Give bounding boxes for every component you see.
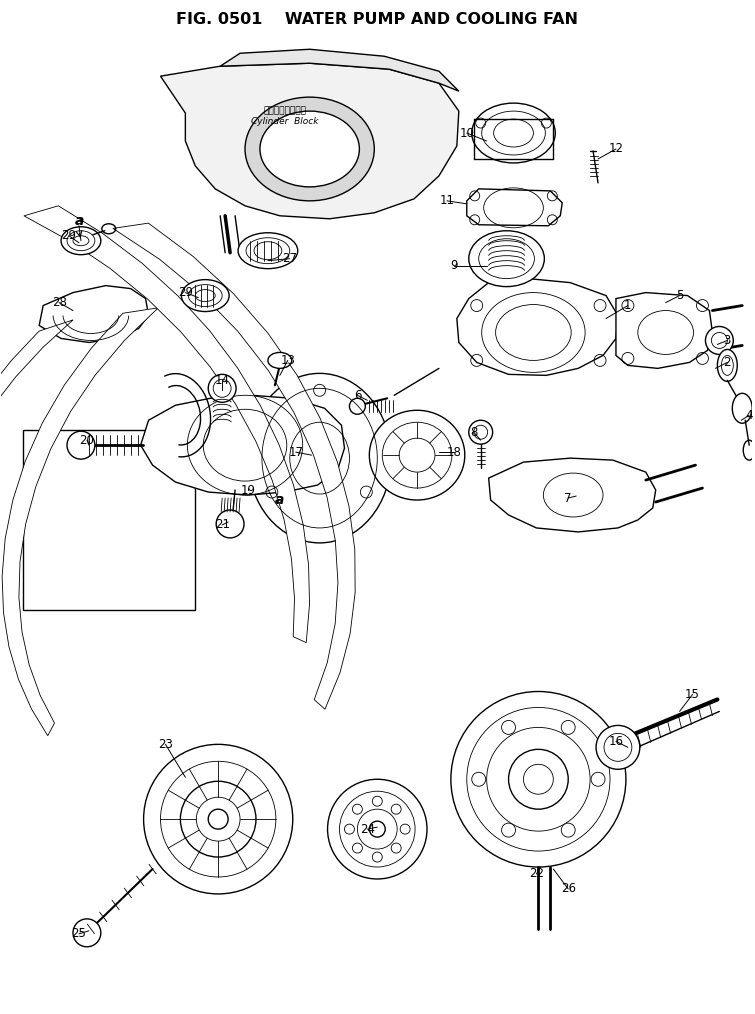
Text: FIG. 0501    WATER PUMP AND COOLING FAN: FIG. 0501 WATER PUMP AND COOLING FAN [176, 12, 578, 26]
Circle shape [451, 692, 626, 867]
Text: 14: 14 [214, 374, 230, 387]
Polygon shape [161, 63, 459, 219]
Circle shape [472, 773, 485, 786]
Ellipse shape [472, 103, 555, 163]
Text: 12: 12 [609, 143, 624, 155]
Polygon shape [24, 206, 310, 643]
Text: 13: 13 [280, 354, 295, 367]
Polygon shape [467, 189, 562, 226]
Text: 6: 6 [353, 388, 361, 402]
Ellipse shape [469, 231, 544, 287]
Ellipse shape [268, 353, 291, 368]
Text: 28: 28 [51, 296, 66, 309]
Text: 26: 26 [561, 882, 576, 895]
Text: 19: 19 [241, 484, 255, 497]
Text: 7: 7 [565, 492, 572, 505]
Ellipse shape [245, 97, 374, 201]
Circle shape [400, 824, 410, 835]
Ellipse shape [717, 350, 738, 381]
Text: 25: 25 [72, 928, 86, 940]
Ellipse shape [61, 227, 101, 255]
Text: 1: 1 [624, 299, 632, 312]
Polygon shape [457, 279, 618, 375]
Polygon shape [488, 458, 656, 532]
Circle shape [216, 510, 244, 537]
Text: 3: 3 [723, 334, 731, 347]
Text: 23: 23 [158, 738, 173, 750]
Polygon shape [616, 293, 713, 368]
Polygon shape [220, 50, 459, 91]
Text: a: a [74, 214, 84, 228]
Ellipse shape [260, 112, 359, 187]
Circle shape [596, 725, 639, 770]
Ellipse shape [181, 280, 229, 311]
Circle shape [372, 852, 382, 862]
Circle shape [391, 843, 401, 853]
Ellipse shape [732, 393, 752, 423]
Text: 9: 9 [450, 260, 458, 272]
Circle shape [328, 779, 427, 879]
Circle shape [501, 823, 516, 838]
Polygon shape [2, 308, 159, 736]
Circle shape [208, 809, 228, 829]
Circle shape [469, 420, 493, 444]
Text: 4: 4 [745, 409, 753, 422]
Text: 16: 16 [609, 735, 624, 748]
Ellipse shape [238, 233, 297, 269]
Ellipse shape [369, 411, 465, 500]
Text: 21: 21 [214, 518, 230, 531]
Text: 29: 29 [178, 286, 193, 299]
Polygon shape [0, 319, 73, 706]
Ellipse shape [248, 373, 391, 542]
Text: 24: 24 [360, 822, 374, 836]
Text: シリンダブロック
Cylinder  Block: シリンダブロック Cylinder Block [251, 106, 319, 126]
Circle shape [501, 720, 516, 734]
Text: 20: 20 [79, 434, 94, 447]
Circle shape [67, 431, 95, 459]
Text: 2: 2 [723, 356, 731, 369]
Polygon shape [39, 286, 149, 343]
Circle shape [353, 804, 362, 814]
Text: 17: 17 [288, 445, 304, 458]
Text: a: a [275, 493, 285, 507]
Circle shape [591, 773, 605, 786]
Circle shape [705, 327, 733, 355]
Circle shape [73, 919, 101, 947]
Circle shape [208, 374, 236, 403]
Text: 18: 18 [446, 445, 461, 458]
Text: 8: 8 [470, 426, 477, 439]
Circle shape [353, 843, 362, 853]
Text: 22: 22 [529, 868, 544, 880]
Circle shape [143, 744, 293, 894]
Circle shape [350, 399, 365, 415]
Circle shape [344, 824, 354, 835]
Text: 15: 15 [685, 687, 700, 701]
Polygon shape [113, 223, 355, 709]
Circle shape [391, 804, 401, 814]
Text: 27: 27 [282, 252, 297, 266]
Polygon shape [140, 395, 344, 495]
Circle shape [561, 823, 575, 838]
Text: 11: 11 [439, 195, 455, 207]
Text: 29: 29 [61, 229, 76, 242]
Text: 10: 10 [459, 127, 474, 140]
Circle shape [561, 720, 575, 734]
Circle shape [372, 796, 382, 806]
Text: 5: 5 [676, 289, 683, 302]
